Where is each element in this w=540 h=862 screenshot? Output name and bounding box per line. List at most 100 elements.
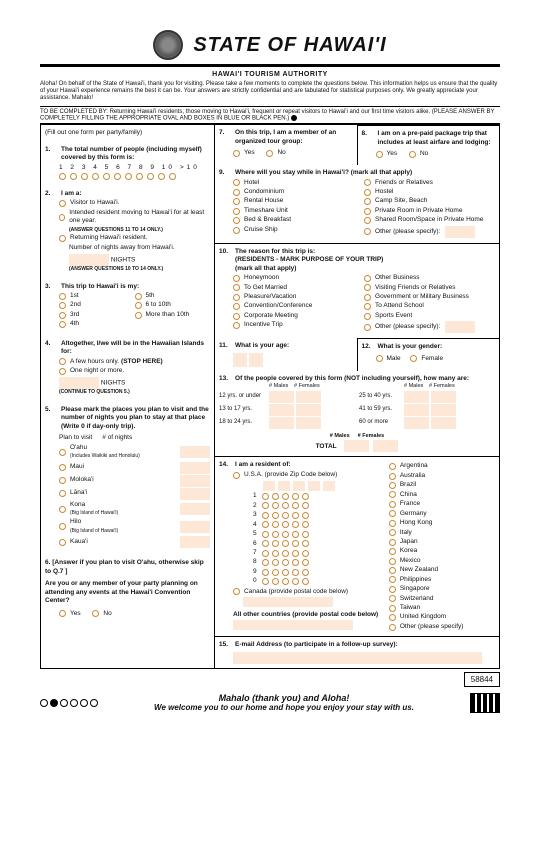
q9-text: Where will you stay while in Hawai'i? (m… <box>235 169 412 177</box>
q9-private-room[interactable]: Private Room in Private Home <box>364 207 495 215</box>
q9-friends[interactable]: Friends or Relatives <box>364 179 495 187</box>
q5-maui[interactable]: Maui <box>59 462 210 474</box>
q9-num: 9. <box>219 169 231 177</box>
q12-female[interactable]: Female <box>410 355 443 363</box>
q14-c6[interactable]: Hong Kong <box>389 519 495 527</box>
q7-text: On this trip, I am a member of an organi… <box>235 129 352 146</box>
q9-camp[interactable]: Camp Site, Beach <box>364 197 495 205</box>
q10-corporate[interactable]: Corporate Meeting <box>233 312 364 320</box>
q3-opt-2nd[interactable]: 2nd <box>59 301 135 309</box>
q9-shared-room[interactable]: Shared Room/Space in Private Home <box>364 216 495 224</box>
q12-text: What is your gender: <box>378 343 443 351</box>
q2-opt-returning[interactable]: Returning Hawai'i resident. <box>59 234 210 242</box>
q5-molokai[interactable]: Moloka'i <box>59 475 210 487</box>
q2-text: I am a: <box>61 190 82 198</box>
q2-opt-intended[interactable]: Intended resident moving to Hawai'i for … <box>59 209 210 226</box>
q14-c3[interactable]: China <box>389 491 495 499</box>
q10-other[interactable]: Other (please specify): <box>364 321 495 333</box>
q9-cruise[interactable]: Cruise Ship <box>233 226 364 234</box>
q14-c13[interactable]: Singapore <box>389 585 495 593</box>
q8-no[interactable]: No <box>409 150 428 158</box>
q15-num: 15. <box>219 641 231 649</box>
q2-opt-visitor[interactable]: Visitor to Hawai'i. <box>59 199 210 207</box>
q10-honeymoon[interactable]: Honeymoon <box>233 274 364 282</box>
q14-c9[interactable]: Korea <box>389 547 495 555</box>
q6-text: 6. [Answer if you plan to visit O'ahu, o… <box>45 559 210 576</box>
q14-c16[interactable]: United Kingdom <box>389 613 495 621</box>
q6-yes[interactable]: Yes <box>59 610 81 618</box>
q6-sub: Are you or any member of your party plan… <box>45 580 210 605</box>
q14-c5[interactable]: Germany <box>389 510 495 518</box>
filled-dot-icon <box>291 115 297 121</box>
q10-school[interactable]: To Attend School <box>364 302 495 310</box>
q3-text: This trip to Hawai'i is my: <box>61 283 139 291</box>
q10-business[interactable]: Other Business <box>364 274 495 282</box>
q8-yes[interactable]: Yes <box>376 150 398 158</box>
q11-age-field[interactable] <box>219 353 352 367</box>
q3-opt-4th[interactable]: 4th <box>59 320 135 328</box>
q14-usa[interactable]: U.S.A. (provide Zip Code below) <box>233 471 389 479</box>
q15-email-field[interactable] <box>233 652 482 664</box>
q2-nights-field[interactable] <box>69 254 109 266</box>
q10-gov[interactable]: Government or Military Business <box>364 293 495 301</box>
q9-bnb[interactable]: Bed & Breakfast <box>233 216 364 224</box>
q12-male[interactable]: Male <box>376 355 401 363</box>
footer-line2: We welcome you to our home and hope you … <box>98 703 470 712</box>
q10-pleasure[interactable]: Pleasure/Vacation <box>233 293 364 301</box>
q3-opt-6to10[interactable]: 6 to 10th <box>135 301 211 309</box>
q9-condo[interactable]: Condominium <box>233 188 364 196</box>
q3-opt-5th[interactable]: 5th <box>135 292 211 300</box>
q3-opt-1st[interactable]: 1st <box>59 292 135 300</box>
q7-no[interactable]: No <box>266 149 285 157</box>
q13-field[interactable] <box>269 391 294 403</box>
q2-away: Number of nights away from Hawai'i. <box>69 244 210 252</box>
q14-c1[interactable]: Australia <box>389 472 495 480</box>
q4-opt-night[interactable]: One night or more. <box>59 367 210 375</box>
q14-c12[interactable]: Philippines <box>389 576 495 584</box>
q4-opt-hours[interactable]: A few hours only. (STOP HERE) <box>59 358 210 366</box>
q14-c10[interactable]: Mexico <box>389 557 495 565</box>
q9-other[interactable]: Other (please specify): <box>364 226 495 238</box>
q5-lanai[interactable]: Lāna'i <box>59 488 210 500</box>
q14-c17[interactable]: Other (please specify) <box>389 623 495 631</box>
q14-c14[interactable]: Switzerland <box>389 595 495 603</box>
q10-sub: (RESIDENTS - MARK PURPOSE OF YOUR TRIP) <box>235 256 383 264</box>
q9-hotel[interactable]: Hotel <box>233 179 364 187</box>
q11-num: 11. <box>219 342 231 350</box>
q14-c4[interactable]: France <box>389 500 495 508</box>
q12-num: 12. <box>362 343 374 351</box>
q9-hostel[interactable]: Hostel <box>364 188 495 196</box>
q5-kona[interactable]: Kona(Big Island of Hawai'i) <box>59 501 210 518</box>
q10-married[interactable]: To Get Married <box>233 284 364 292</box>
q10-text: The reason for this trip is: <box>235 248 383 256</box>
q9-rental[interactable]: Rental House <box>233 197 364 205</box>
q4-num: 4. <box>45 340 57 357</box>
q7-yes[interactable]: Yes <box>233 149 255 157</box>
q10-sports[interactable]: Sports Event <box>364 312 495 320</box>
q6-no[interactable]: No <box>92 610 111 618</box>
zip-grid[interactable]: 1 2 3 4 5 6 7 8 9 0 <box>253 481 389 585</box>
q14-c15[interactable]: Taiwan <box>389 604 495 612</box>
q10-visiting[interactable]: Visiting Friends or Relatives <box>364 284 495 292</box>
q14-c8[interactable]: Japan <box>389 538 495 546</box>
q10-incentive[interactable]: Incentive Trip <box>233 321 364 329</box>
q1-bubbles[interactable] <box>45 173 210 180</box>
q10-convention[interactable]: Convention/Conference <box>233 302 364 310</box>
intro-text: Aloha! On behalf of the State of Hawai'i… <box>40 78 500 106</box>
fillout-note: (Fill out one form per party/family) <box>41 125 214 141</box>
q4-nights-field[interactable] <box>59 377 99 389</box>
q9-timeshare[interactable]: Timeshare Unit <box>233 207 364 215</box>
q14-c7[interactable]: Italy <box>389 529 495 537</box>
q14-c2[interactable]: Brazil <box>389 481 495 489</box>
q5-kauai[interactable]: Kaua'i <box>59 536 210 548</box>
q5-oahu[interactable]: O'ahu(Includes Waikiki and Honolulu) <box>59 444 210 461</box>
q5-num: 5. <box>45 406 57 431</box>
q3-opt-3rd[interactable]: 3rd <box>59 311 135 319</box>
q14-c11[interactable]: New Zealand <box>389 566 495 574</box>
q14-text: I am a resident of: <box>235 461 291 469</box>
q5-hilo[interactable]: Hilo(Big Island of Hawai'i) <box>59 518 210 535</box>
q13-num: 13. <box>219 375 231 383</box>
q14-canada[interactable]: Canada (provide postal code below) <box>233 588 389 596</box>
q14-c0[interactable]: Argentina <box>389 462 495 470</box>
q3-opt-more10[interactable]: More than 10th <box>135 311 211 319</box>
